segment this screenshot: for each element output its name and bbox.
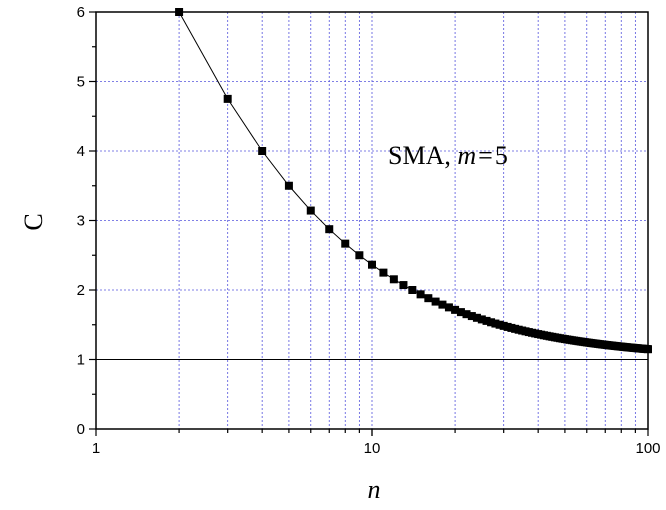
data-point [438,300,447,309]
y-tick-label: 5 [77,74,85,91]
data-point [389,275,398,284]
data-point [341,239,350,248]
y-axis-label: C [19,213,48,230]
annotation-equals: = [478,141,493,170]
annotation-variable: m [457,141,476,170]
data-point [495,320,504,329]
data-point [368,260,376,269]
data-point [325,225,334,234]
x-tick-label: 10 [364,440,381,457]
x-tick-label: 1 [92,440,100,457]
data-point [451,305,460,314]
data-point [477,315,486,324]
data-point [416,290,425,299]
data-point [462,310,471,319]
data-point [355,251,364,260]
data-point [456,308,465,317]
data-point [223,94,232,103]
data-point [491,319,500,328]
data-point [258,147,267,155]
data-point [431,297,440,306]
data-point [284,181,293,190]
annotation-prefix: SMA, [388,141,457,170]
data-point [424,294,433,303]
data-point [379,268,388,277]
annotation-value: 5 [495,141,508,170]
y-tick-label: 1 [77,352,85,369]
data-point [472,313,481,322]
data-point [408,286,417,294]
x-tick-label: 100 [635,440,660,457]
data-point [306,206,315,215]
y-tick-label: 0 [77,421,85,438]
data-point [482,316,491,325]
y-tick-label: 6 [77,4,85,21]
annotation-sma: SMA, m=5 [388,141,508,170]
grid-lines [96,12,648,429]
x-axis-label: n [368,475,381,504]
y-tick-label: 3 [77,213,85,230]
y-tick-label: 4 [77,143,85,160]
y-tick-label: 2 [77,282,85,299]
axis-ticks [89,11,649,436]
data-point [444,303,453,312]
data-series [175,8,652,354]
data-point [399,281,408,290]
data-point [467,312,476,321]
data-point [487,318,496,327]
